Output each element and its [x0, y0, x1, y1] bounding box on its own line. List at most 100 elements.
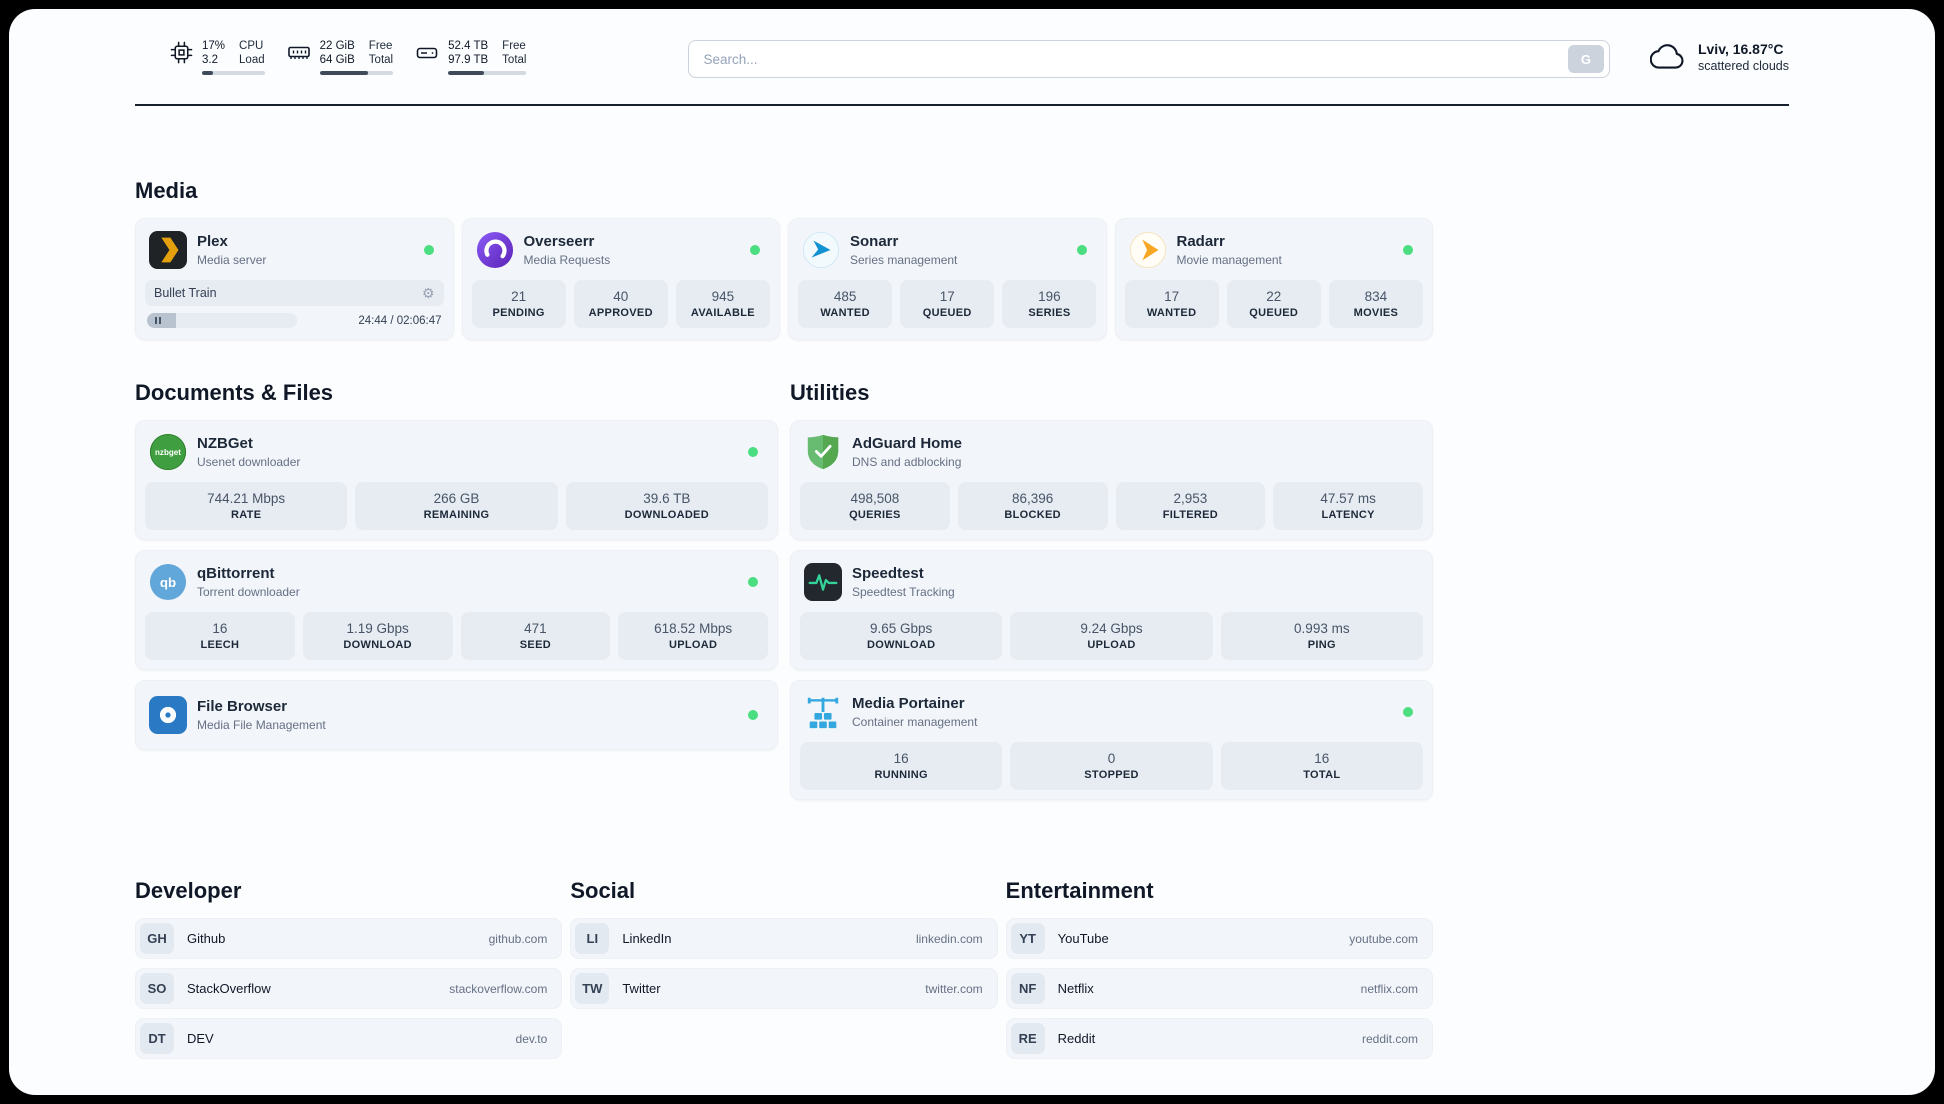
- nzbget-icon: nzbget: [149, 433, 187, 471]
- bookmark-abbr: DT: [140, 1023, 174, 1054]
- search-engine-button[interactable]: G: [1567, 45, 1604, 73]
- section-title-entertainment: Entertainment: [1005, 878, 1154, 903]
- bookmark-name: DEV: [187, 1031, 214, 1046]
- stat-seed: 471 SEED: [460, 612, 611, 660]
- stat-filtered: 2,953 FILTERED: [1115, 482, 1266, 530]
- bookmark-name: Netflix: [1057, 981, 1094, 996]
- bookmark-stackoverflow[interactable]: SO StackOverflow stackoverflow.com: [135, 968, 563, 1009]
- app-name: Speedtest: [852, 565, 924, 582]
- stat-available: 945 AVAILABLE: [675, 280, 770, 328]
- ram-free-value: 22 GiB: [319, 40, 355, 52]
- ram-widget: 22 GiB 64 GiB Free Total: [287, 39, 394, 75]
- search-input[interactable]: [703, 51, 1568, 67]
- content: Media Plex Media server Bullet Train ⚙: [135, 178, 1433, 1068]
- app-card-adguard[interactable]: AdGuard Home DNS and adblocking 498,508 Q…: [790, 420, 1433, 540]
- header: 17% 3.2 CPU Load 22 GiB 64 GiB: [9, 9, 1935, 78]
- gear-icon[interactable]: ⚙: [421, 285, 435, 301]
- stat-upload: 618.52 Mbps UPLOAD: [618, 612, 768, 660]
- playback-progress[interactable]: [147, 313, 297, 328]
- section-title-developer: Developer: [135, 878, 242, 903]
- radarr-icon: [1129, 231, 1166, 269]
- ram-progress-bar: [319, 71, 394, 75]
- bookmark-name: Twitter: [622, 981, 661, 996]
- cpu-load-label: Load: [239, 54, 265, 66]
- app-card-speedtest[interactable]: Speedtest Speedtest Tracking 9.65 Gbps DO…: [790, 550, 1433, 670]
- bookmark-github[interactable]: GH Github github.com: [135, 918, 563, 959]
- svg-text:nzbget: nzbget: [155, 448, 181, 457]
- status-dot: [748, 710, 758, 720]
- bookmark-abbr: NF: [1010, 973, 1045, 1004]
- app-subtitle: Media File Management: [197, 718, 326, 732]
- stat-rate: 744.21 Mbps RATE: [145, 482, 348, 530]
- stat-queued: 17 QUEUED: [900, 280, 995, 328]
- bookmark-url: stackoverflow.com: [449, 981, 548, 996]
- stat-pending: 21 PENDING: [471, 280, 566, 328]
- cloud-icon: [1649, 44, 1684, 69]
- playback-row: 24:44 / 02:06:47: [145, 313, 444, 330]
- cpu-label: CPU: [239, 40, 264, 52]
- stat-latency: 47.57 ms LATENCY: [1273, 482, 1423, 530]
- stats-row: 16 RUNNING 0 STOPPED 16 TOTAL: [800, 742, 1423, 790]
- app-name: File Browser: [197, 698, 288, 715]
- speedtest-icon: [804, 563, 842, 601]
- app-name: NZBGet: [197, 435, 253, 452]
- bookmark-twitter[interactable]: TW Twitter twitter.com: [570, 968, 998, 1009]
- app-subtitle: Speedtest Tracking: [852, 585, 955, 599]
- bookmark-name: Github: [187, 931, 226, 946]
- app-card-filebrowser[interactable]: File Browser Media File Management: [135, 680, 778, 750]
- bookmark-name: Reddit: [1057, 1031, 1096, 1046]
- bookmark-url: twitter.com: [925, 981, 983, 996]
- app-name: qBittorrent: [197, 565, 275, 582]
- bookmark-name: StackOverflow: [187, 981, 271, 996]
- stat-movies: 834 MOVIES: [1328, 280, 1423, 328]
- ram-free-label: Free: [368, 40, 393, 52]
- developer-column: Developer GH Github github.com SO StackO…: [135, 838, 563, 1068]
- bookmark-name: YouTube: [1057, 931, 1109, 946]
- bookmark-abbr: YT: [1010, 923, 1045, 954]
- bookmark-name: LinkedIn: [622, 931, 672, 946]
- stat-running: 16 RUNNING: [800, 742, 1003, 790]
- stat-remaining: 266 GB REMAINING: [355, 482, 558, 530]
- bookmark-abbr: LI: [575, 923, 610, 954]
- app-card-qbittorrent[interactable]: qb qBittorrent Torrent downloader 16 LEEC…: [135, 550, 778, 670]
- app-card-nzbget[interactable]: nzbget NZBGet Usenet downloader 744.21 M…: [135, 420, 778, 540]
- app-name: Media Portainer: [852, 695, 965, 712]
- stat-approved: 40 APPROVED: [573, 280, 668, 328]
- stats-row: 16 LEECH 1.19 Gbps DOWNLOAD 471 SEED 618.52…: [145, 612, 768, 660]
- app-name: Radarr: [1176, 233, 1225, 250]
- status-dot: [423, 245, 434, 255]
- app-name: Overseerr: [523, 233, 595, 250]
- bookmark-reddit[interactable]: RE Reddit reddit.com: [1005, 1018, 1433, 1059]
- app-subtitle: Series management: [850, 253, 958, 267]
- status-dot: [748, 577, 758, 587]
- app-card-plex[interactable]: Plex Media server Bullet Train ⚙ 24:44 /…: [135, 218, 454, 340]
- playback-progress-fill: [147, 313, 176, 328]
- stat-queries: 498,508 QUERIES: [800, 482, 950, 530]
- sonarr-icon: [802, 231, 840, 269]
- stat-blocked: 86,396 BLOCKED: [957, 482, 1108, 530]
- bookmark-url: linkedin.com: [915, 931, 983, 946]
- now-playing-pill: Bullet Train ⚙: [145, 280, 444, 306]
- utilities-column: Utilities AdGuard Home DNS and adblockin…: [790, 340, 1433, 810]
- ram-icon: [287, 46, 310, 59]
- pause-icon[interactable]: [155, 317, 161, 324]
- bookmarks-grid: Developer GH Github github.com SO StackO…: [135, 838, 1433, 1068]
- app-card-sonarr[interactable]: Sonarr Series management 485 WANTED 17 QUE…: [788, 218, 1107, 340]
- now-playing-title: Bullet Train: [154, 286, 217, 300]
- bookmark-url: github.com: [488, 931, 548, 946]
- status-dot: [748, 447, 758, 457]
- app-card-portainer[interactable]: Media Portainer Container management 16 R…: [790, 680, 1433, 800]
- bookmark-dev[interactable]: DT DEV dev.to: [135, 1018, 563, 1059]
- header-divider: [135, 104, 1789, 106]
- bookmark-youtube[interactable]: YT YouTube youtube.com: [1005, 918, 1433, 959]
- bookmark-url: youtube.com: [1349, 931, 1418, 946]
- stat-queued: 22 QUEUED: [1226, 280, 1321, 328]
- bookmark-linkedin[interactable]: LI LinkedIn linkedin.com: [570, 918, 998, 959]
- section-title-social: Social: [570, 878, 636, 903]
- stats-row: 17 WANTED 22 QUEUED 834 MOVIES: [1124, 280, 1424, 328]
- app-card-overseerr[interactable]: Overseerr Media Requests 21 PENDING 40 APP…: [461, 218, 780, 340]
- stats-row: 485 WANTED 17 QUEUED 196 SERIES: [798, 280, 1097, 328]
- weather-widget: Lviv, 16.87°C scattered clouds: [1649, 41, 1789, 73]
- bookmark-netflix[interactable]: NF Netflix netflix.com: [1005, 968, 1433, 1009]
- app-card-radarr[interactable]: Radarr Movie management 17 WANTED 22 QUEUE…: [1114, 218, 1433, 340]
